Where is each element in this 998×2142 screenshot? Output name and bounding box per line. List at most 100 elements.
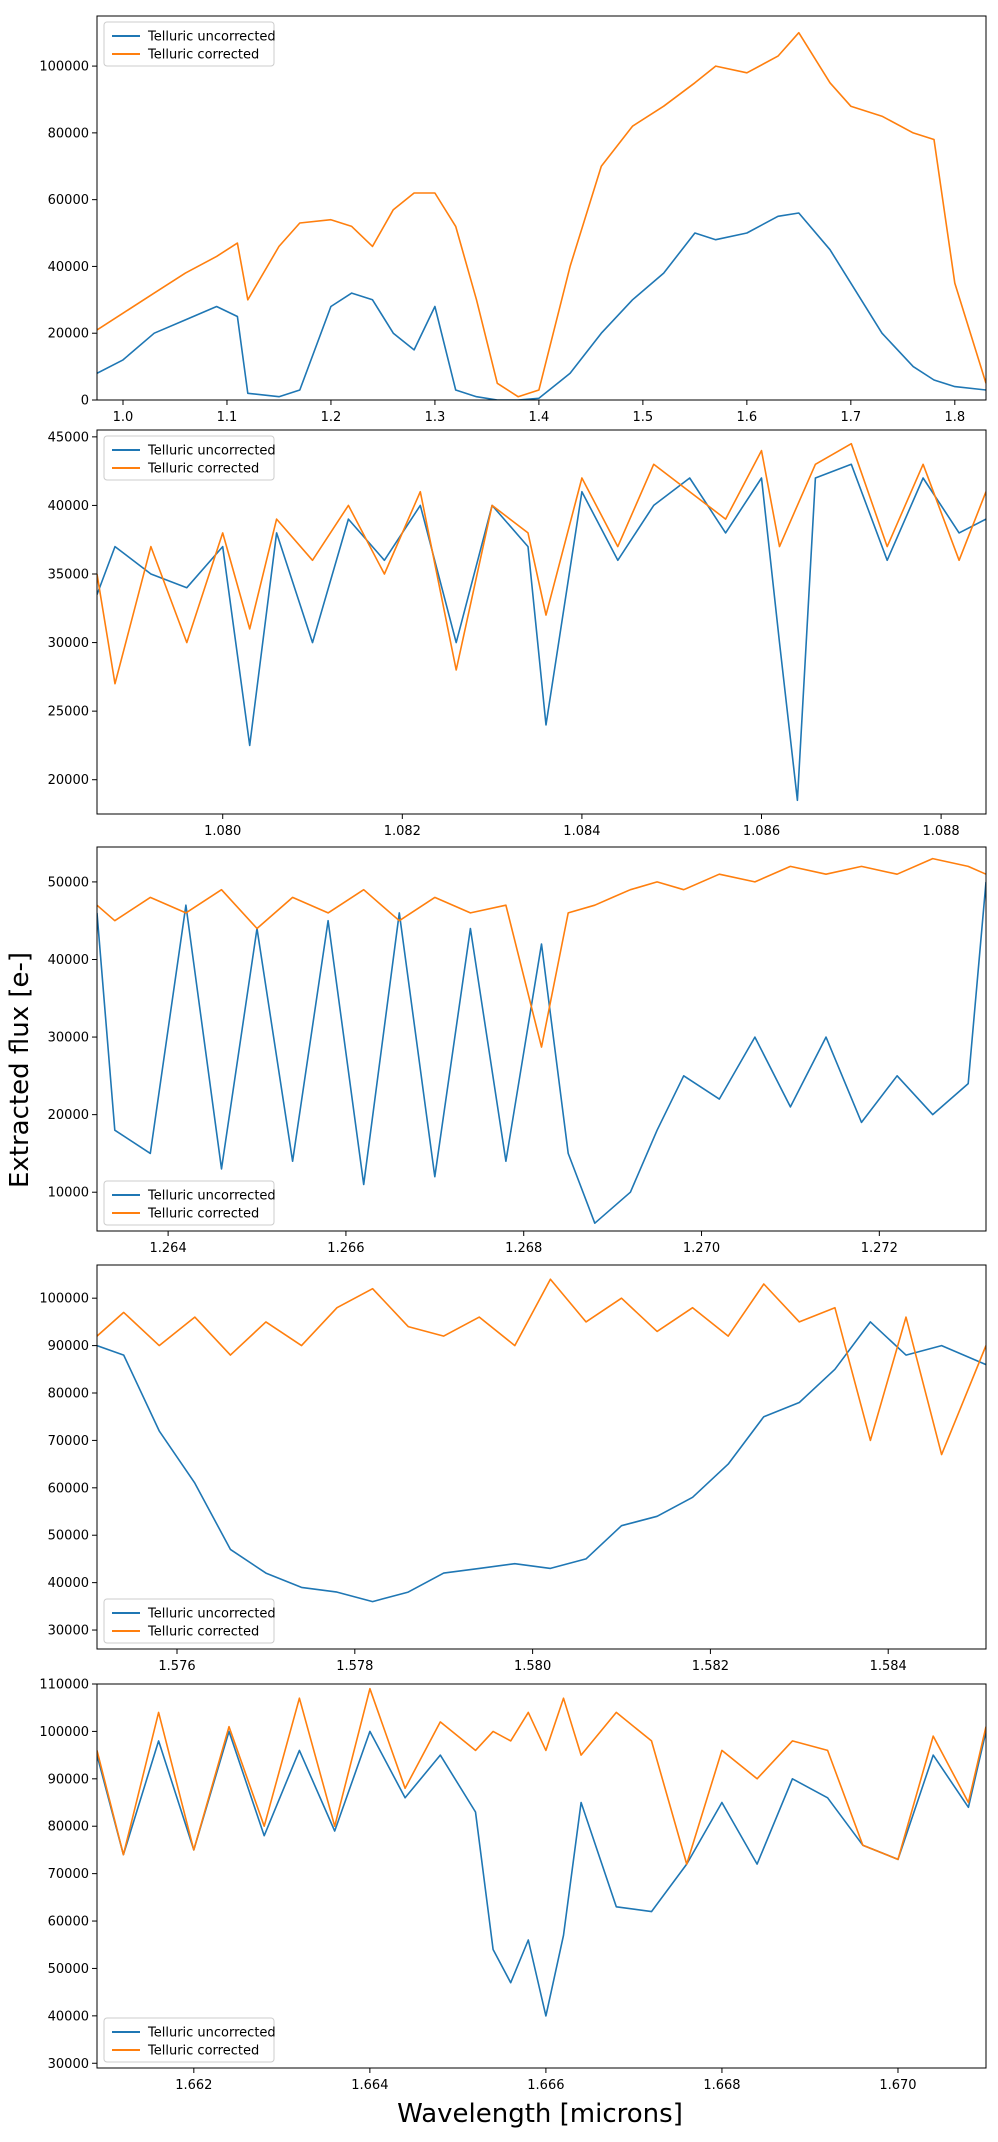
- y-tick-label: 50000: [48, 1529, 89, 1544]
- x-tick-label: 1.0: [113, 410, 134, 425]
- panel-full-spectrum: 1.0 1.1 1.2 1.3 1.4 1.5 1.6 1.7 1.8 0 20000 40000 60…: [39, 15, 987, 425]
- y-tick-label: 80000: [48, 1820, 89, 1835]
- y-tick-label: 70000: [48, 1867, 89, 1882]
- legend: Telluric uncorrected Telluric corrected: [103, 435, 276, 481]
- y-tick-label: 30000: [48, 1031, 89, 1046]
- y-tick-label: 35000: [48, 568, 89, 583]
- legend-label-corrected: Telluric corrected: [147, 1625, 259, 1640]
- axes-frame: [96, 429, 987, 815]
- x-tick-label: 1.264: [150, 1241, 187, 1256]
- y-tick-label: 50000: [48, 1962, 89, 1977]
- axes-frame: [96, 846, 987, 1232]
- series-line-corrected: [97, 857, 986, 1048]
- y-tick-label: 30000: [48, 636, 89, 651]
- y-axis-label: Extracted flux [e-]: [5, 952, 35, 1188]
- legend: Telluric uncorrected Telluric corrected: [103, 1598, 276, 1644]
- y-tick-label: 80000: [48, 126, 89, 141]
- x-tick-label: 1.268: [505, 1241, 542, 1256]
- panels-group: 1.0 1.1 1.2 1.3 1.4 1.5 1.6 1.7 1.8 0 20000 40000 60…: [39, 15, 987, 2093]
- y-tick-label: 20000: [48, 773, 89, 788]
- series-line-corrected: [97, 1278, 986, 1456]
- legend: Telluric uncorrected Telluric corrected: [103, 2017, 276, 2063]
- y-tick-label: 25000: [48, 705, 89, 720]
- legend: Telluric uncorrected Telluric corrected: [103, 1180, 276, 1226]
- x-tick-label: 1.5: [633, 410, 654, 425]
- panel-zoom-1580: 1.576 1.578 1.580 1.582 1.584 30000 40000 50000…: [39, 1264, 987, 1674]
- x-tick-label: 1.082: [384, 824, 421, 839]
- legend-label-uncorrected: Telluric uncorrected: [147, 2026, 276, 2041]
- y-tick-label: 40000: [48, 260, 89, 275]
- y-tick-label: 60000: [48, 1481, 89, 1496]
- x-tick-label: 1.662: [175, 2078, 212, 2093]
- y-tick-label: 10000: [48, 1186, 89, 1201]
- y-tick-label: 100000: [39, 60, 89, 75]
- y-tick-label: 40000: [48, 1576, 89, 1591]
- axes-frame: [96, 1683, 987, 2069]
- legend-label-corrected: Telluric corrected: [147, 1207, 259, 1222]
- x-tick-label: 1.576: [158, 1659, 195, 1674]
- x-tick-label: 1.3: [425, 410, 446, 425]
- x-tick-label: 1.6: [737, 410, 758, 425]
- x-tick-label: 1.1: [217, 410, 238, 425]
- series-line-uncorrected: [97, 1730, 986, 2017]
- x-tick-label: 1.8: [944, 410, 965, 425]
- x-tick-label: 1.266: [327, 1241, 364, 1256]
- y-tick-label: 60000: [48, 193, 89, 208]
- y-tick-label: 100000: [39, 1725, 89, 1740]
- x-tick-label: 1.664: [351, 2078, 388, 2093]
- series-line-corrected: [97, 31, 986, 398]
- x-tick-label: 1.578: [336, 1659, 373, 1674]
- y-tick-label: 90000: [48, 1339, 89, 1354]
- x-tick-label: 1.080: [204, 824, 241, 839]
- y-tick-label: 90000: [48, 1772, 89, 1787]
- y-tick-label: 40000: [48, 953, 89, 968]
- x-tick-label: 1.666: [527, 2078, 564, 2093]
- panel-zoom-1080: 1.080 1.082 1.084 1.086 1.088 20000 25000 30000…: [48, 429, 987, 839]
- series-line-uncorrected: [97, 212, 986, 400]
- x-tick-label: 1.272: [861, 1241, 898, 1256]
- y-tick-label: 70000: [48, 1434, 89, 1449]
- legend: Telluric uncorrected Telluric corrected: [103, 21, 276, 67]
- legend-box: [103, 2017, 275, 2063]
- series-line-uncorrected: [97, 1321, 986, 1603]
- axes-frame: [96, 1264, 987, 1650]
- y-tick-label: 40000: [48, 2009, 89, 2024]
- series-line-uncorrected: [97, 881, 986, 1224]
- y-tick-label: 30000: [48, 1624, 89, 1639]
- y-tick-label: 0: [81, 394, 89, 409]
- legend-box: [103, 21, 275, 67]
- x-tick-label: 1.4: [529, 410, 550, 425]
- legend-label-uncorrected: Telluric uncorrected: [147, 1189, 276, 1204]
- legend-label-corrected: Telluric corrected: [147, 2044, 259, 2059]
- legend-box: [103, 1180, 275, 1226]
- y-tick-label: 30000: [48, 2057, 89, 2072]
- legend-label-corrected: Telluric corrected: [147, 48, 259, 63]
- x-axis-label: Wavelength [microns]: [397, 2099, 683, 2129]
- y-tick-label: 40000: [48, 499, 89, 514]
- y-tick-label: 60000: [48, 1915, 89, 1930]
- panel-zoom-1268: 1.264 1.266 1.268 1.270 1.272 10000 20000 30000…: [48, 846, 987, 1256]
- series-line-corrected: [97, 442, 986, 685]
- panel-zoom-1666: 1.662 1.664 1.666 1.668 1.670 30000 40000 50000…: [39, 1678, 987, 2093]
- legend-box: [103, 435, 275, 481]
- y-tick-label: 100000: [39, 1292, 89, 1307]
- x-tick-label: 1.2: [321, 410, 342, 425]
- x-tick-label: 1.7: [840, 410, 861, 425]
- y-tick-label: 50000: [48, 875, 89, 890]
- series-line-corrected: [97, 1687, 986, 1865]
- legend-box: [103, 1598, 275, 1644]
- x-tick-label: 1.670: [879, 2078, 916, 2093]
- legend-label-corrected: Telluric corrected: [147, 462, 259, 477]
- x-tick-label: 1.668: [703, 2078, 740, 2093]
- x-tick-label: 1.584: [870, 1659, 907, 1674]
- x-tick-label: 1.582: [692, 1659, 729, 1674]
- y-tick-label: 20000: [48, 327, 89, 342]
- x-tick-label: 1.084: [563, 824, 600, 839]
- series-line-uncorrected: [97, 463, 986, 802]
- legend-label-uncorrected: Telluric uncorrected: [147, 444, 276, 459]
- x-tick-label: 1.270: [683, 1241, 720, 1256]
- legend-label-uncorrected: Telluric uncorrected: [147, 30, 276, 45]
- x-tick-label: 1.086: [743, 824, 780, 839]
- x-tick-label: 1.580: [514, 1659, 551, 1674]
